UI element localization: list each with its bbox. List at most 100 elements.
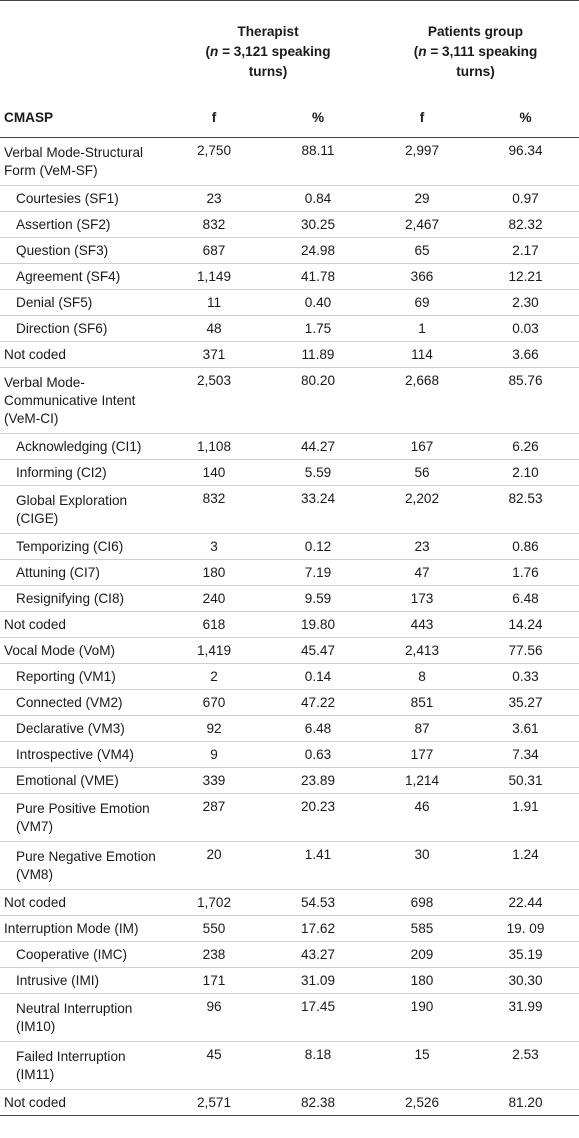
patients-f-cell: 1,214: [372, 767, 472, 794]
patients-pct-cell: 35.19: [472, 941, 579, 968]
patients-pct-cell: 82.53: [472, 485, 579, 534]
col-header-therapist-f: f: [211, 110, 217, 125]
row-label: Introspective (VM4): [0, 741, 164, 768]
table-row: Connected (VM2) 670 47.22 851 35.27: [0, 689, 579, 716]
patients-pct-cell: 0.97: [472, 185, 579, 212]
table-row: Verbal Mode-Structural Form (VeM-SF) 2,75…: [0, 137, 579, 186]
patients-f-cell: 2,668: [372, 367, 472, 434]
row-label: Intrusive (IMI): [0, 967, 164, 994]
patients-pct-cell: 3.66: [472, 341, 579, 368]
patients-pct-cell: 81.20: [472, 1089, 579, 1116]
patients-f-cell: 65: [372, 237, 472, 264]
patients-pct-cell: 6.48: [472, 585, 579, 612]
table-row: Denial (SF5) 11 0.40 69 2.30: [0, 289, 579, 316]
row-label: Cooperative (IMC): [0, 941, 164, 968]
patients-f-cell: 443: [372, 611, 472, 638]
therapist-f-cell: 92: [164, 715, 264, 742]
therapist-pct-cell: 0.14: [264, 663, 372, 690]
row-label: Not coded: [0, 611, 164, 638]
row-label: Informing (CI2): [0, 459, 164, 486]
patients-pct-cell: 82.32: [472, 211, 579, 238]
therapist-n-line-2: turns): [248, 64, 288, 79]
therapist-pct-cell: 19.80: [264, 611, 372, 638]
therapist-pct-cell: 31.09: [264, 967, 372, 994]
table-row: Global Exploration (CIGE) 832 33.24 2,202 82…: [0, 485, 579, 534]
patients-f-cell: 29: [372, 185, 472, 212]
patients-pct-cell: 50.31: [472, 767, 579, 794]
row-label: Failed Interruption (IM11): [0, 1041, 164, 1090]
table-row: Introspective (VM4) 9 0.63 177 7.34: [0, 741, 579, 768]
patients-f-cell: 698: [372, 889, 472, 916]
therapist-n-value: = 3,121 speaking: [218, 44, 331, 59]
patients-f-cell: 1: [372, 315, 472, 342]
patients-pct-cell: 14.24: [472, 611, 579, 638]
table-row: Intrusive (IMI) 171 31.09 180 30.30: [0, 967, 579, 994]
row-label: Pure Positive Emotion (VM7): [0, 793, 164, 842]
patients-pct-cell: 19. 09: [472, 915, 579, 942]
therapist-pct-cell: 47.22: [264, 689, 372, 716]
table-row: Pure Positive Emotion (VM7) 287 20.23 46 1.9…: [0, 793, 579, 842]
therapist-pct-cell: 5.59: [264, 459, 372, 486]
table-body: Verbal Mode-Structural Form (VeM-SF) 2,75…: [0, 137, 579, 1116]
therapist-f-cell: 550: [164, 915, 264, 942]
patients-pct-cell: 96.34: [472, 137, 579, 186]
table-row: Failed Interruption (IM11) 45 8.18 15 2.53: [0, 1041, 579, 1090]
therapist-f-cell: 23: [164, 185, 264, 212]
patients-f-cell: 190: [372, 993, 472, 1042]
row-label: Agreement (SF4): [0, 263, 164, 290]
patients-pct-cell: 22.44: [472, 889, 579, 916]
patients-f-cell: 2,997: [372, 137, 472, 186]
paren-open: (: [413, 44, 419, 59]
therapist-title: Therapist: [237, 24, 299, 39]
row-label: Question (SF3): [0, 237, 164, 264]
therapist-pct-cell: 7.19: [264, 559, 372, 586]
patients-pct-cell: 2.10: [472, 459, 579, 486]
n-variable: n: [418, 44, 427, 59]
therapist-pct-cell: 8.18: [264, 1041, 372, 1090]
table-row: Not coded 2,571 82.38 2,526 81.20: [0, 1089, 579, 1116]
patients-f-cell: 209: [372, 941, 472, 968]
table-row: Temporizing (CI6) 3 0.12 23 0.86: [0, 533, 579, 560]
patients-pct-cell: 77.56: [472, 637, 579, 664]
row-label: Attuning (CI7): [0, 559, 164, 586]
patients-pct-cell: 1.24: [472, 841, 579, 890]
row-label: Emotional (VME): [0, 767, 164, 794]
patients-f-cell: 69: [372, 289, 472, 316]
row-label: Direction (SF6): [0, 315, 164, 342]
therapist-pct-cell: 17.62: [264, 915, 372, 942]
n-variable: n: [210, 44, 219, 59]
table-row: Agreement (SF4) 1,149 41.78 366 12.21: [0, 263, 579, 290]
table-row: Resignifying (CI8) 240 9.59 173 6.48: [0, 585, 579, 612]
patients-f-cell: 585: [372, 915, 472, 942]
therapist-pct-cell: 0.63: [264, 741, 372, 768]
therapist-f-cell: 3: [164, 533, 264, 560]
empty-header-cell: [0, 1, 164, 100]
therapist-f-cell: 238: [164, 941, 264, 968]
therapist-pct-cell: 0.40: [264, 289, 372, 316]
therapist-f-cell: 11: [164, 289, 264, 316]
therapist-f-cell: 140: [164, 459, 264, 486]
therapist-n-line: (n = 3,121 speaking: [164, 42, 372, 62]
patients-n-line: (n = 3,111 speaking: [372, 42, 579, 62]
patients-f-cell: 2,202: [372, 485, 472, 534]
row-label: Verbal Mode-Structural Form (VeM-SF): [0, 137, 164, 186]
patients-f-cell: 2,413: [372, 637, 472, 664]
patients-f-cell: 23: [372, 533, 472, 560]
therapist-f-cell: 180: [164, 559, 264, 586]
therapist-pct-cell: 44.27: [264, 433, 372, 460]
therapist-pct-cell: 11.89: [264, 341, 372, 368]
row-label: Denial (SF5): [0, 289, 164, 316]
therapist-f-cell: 171: [164, 967, 264, 994]
therapist-pct-cell: 23.89: [264, 767, 372, 794]
patients-pct-cell: 1.91: [472, 793, 579, 842]
table-row: Not coded 371 11.89 114 3.66: [0, 341, 579, 368]
therapist-pct-cell: 82.38: [264, 1089, 372, 1116]
patients-header: Patients group (n = 3,111 speaking turns…: [372, 1, 579, 100]
table-row: Emotional (VME) 339 23.89 1,214 50.31: [0, 767, 579, 794]
table-row: Vocal Mode (VoM) 1,419 45.47 2,413 77.56: [0, 637, 579, 664]
row-label: Not coded: [0, 889, 164, 916]
therapist-f-cell: 20: [164, 841, 264, 890]
therapist-f-cell: 96: [164, 993, 264, 1042]
table-row: Not coded 1,702 54.53 698 22.44: [0, 889, 579, 916]
table-row: Not coded 618 19.80 443 14.24: [0, 611, 579, 638]
